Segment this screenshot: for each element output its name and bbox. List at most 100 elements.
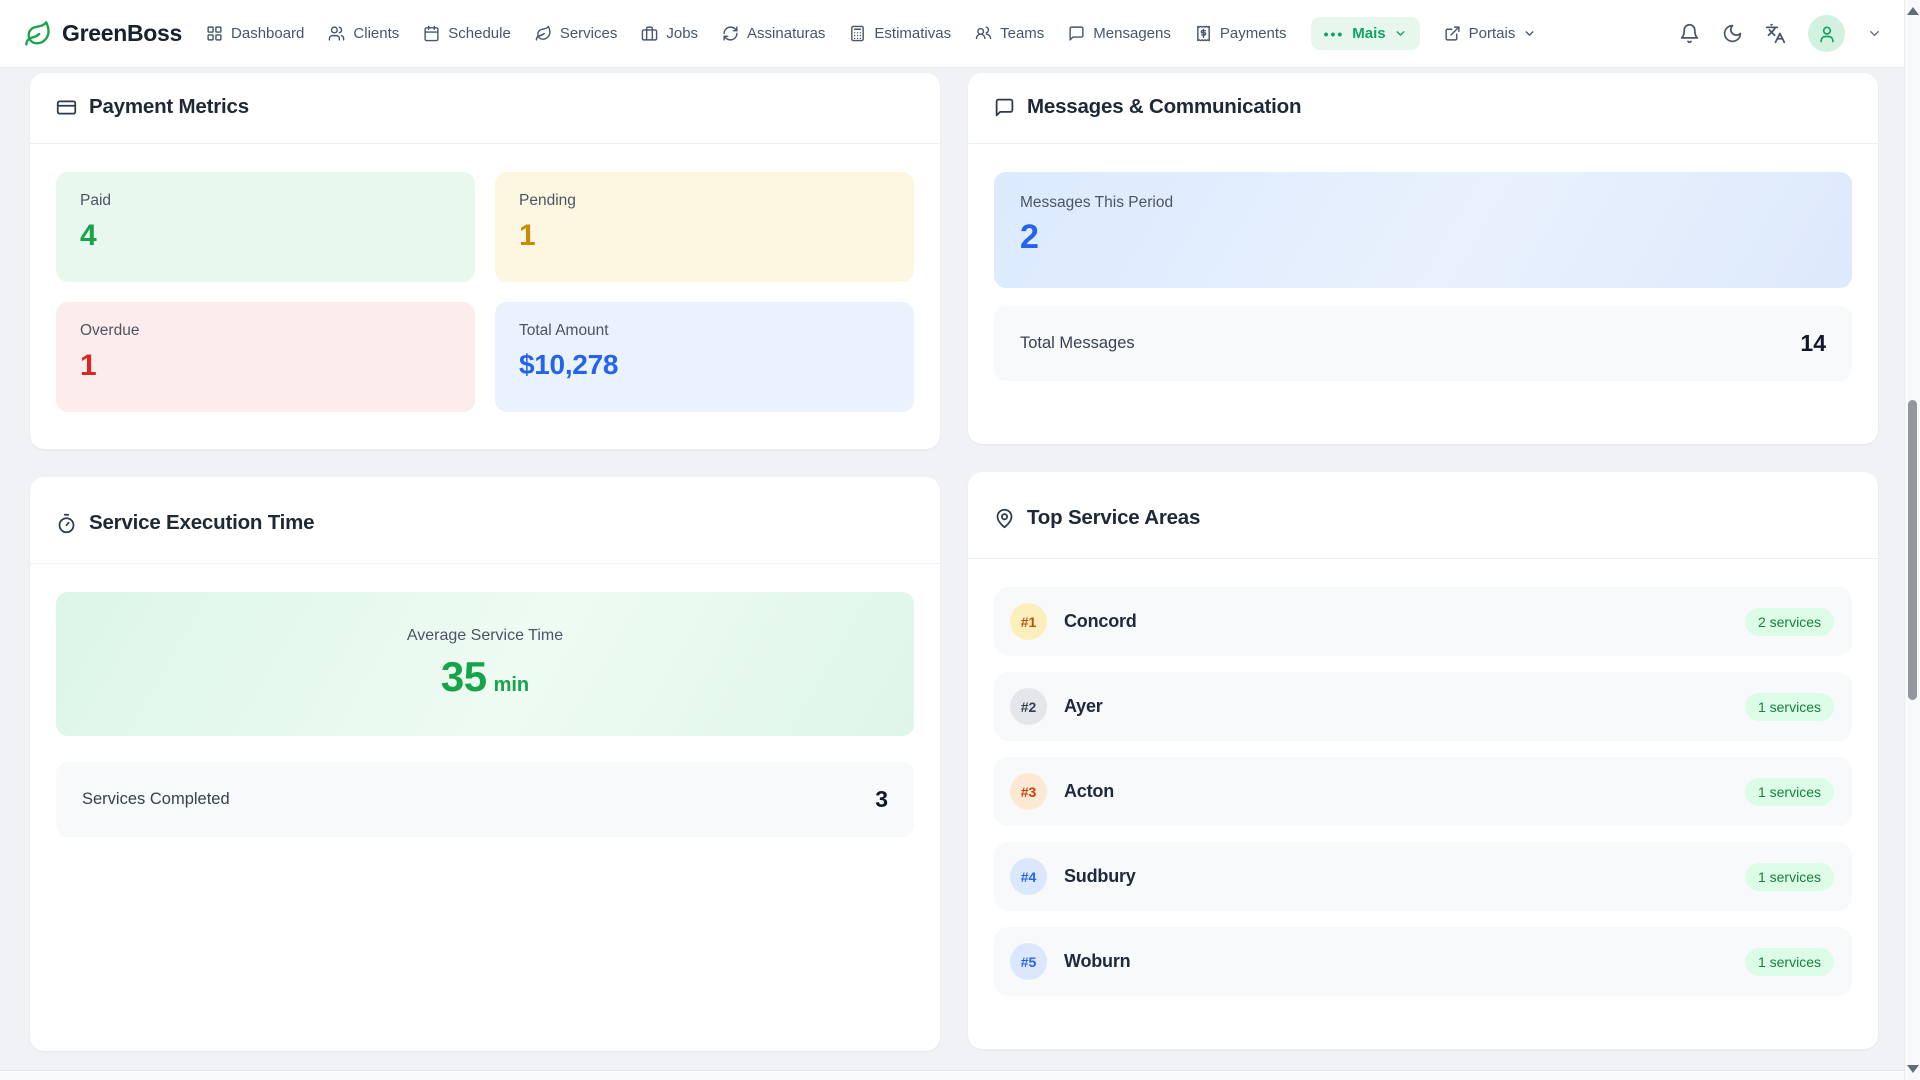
service-count-badge: 1 services <box>1744 862 1834 891</box>
service-time-header: Service Execution Time <box>30 477 940 564</box>
nav-item-assinaturas[interactable]: Assinaturas <box>722 25 825 42</box>
messages-this-period-box: Messages This Period 2 <box>994 172 1852 288</box>
card-title: Top Service Areas <box>1027 506 1201 529</box>
clients-icon <box>328 25 345 42</box>
service-count-badge: 2 services <box>1744 607 1834 636</box>
nav-item-clients[interactable]: Clients <box>328 25 399 42</box>
receipt-dollar-icon <box>1195 25 1212 42</box>
row-value: 3 <box>875 786 888 812</box>
highlight-value: 2 <box>1020 218 1039 256</box>
total-messages-row: Total Messages 14 <box>994 306 1852 381</box>
highlight-label: Messages This Period <box>1020 194 1174 211</box>
area-name: Acton <box>1064 781 1114 801</box>
language-translate-icon[interactable] <box>1765 23 1786 44</box>
service-count-badge: 1 services <box>1744 692 1834 721</box>
top-areas-header: Top Service Areas <box>968 472 1878 559</box>
message-icon <box>1068 25 1085 42</box>
scroll-up-arrow-icon[interactable] <box>1907 7 1919 15</box>
stat-value: 1 <box>519 219 536 252</box>
nav-portals-menu[interactable]: Portais <box>1444 25 1537 42</box>
leaf-icon <box>535 25 552 42</box>
refresh-icon <box>722 25 739 42</box>
service-execution-time-card: Service Execution Time Average Service T… <box>30 477 940 1051</box>
card-title: Service Execution Time <box>89 511 315 534</box>
map-pin-icon <box>994 508 1015 529</box>
calculator-icon <box>849 25 866 42</box>
top-service-areas-card: Top Service Areas #1 Concord 2 services … <box>968 472 1878 1049</box>
card-title: Messages & Communication <box>1027 95 1302 118</box>
highlight-value: 35 <box>440 653 487 700</box>
area-name: Ayer <box>1064 696 1103 716</box>
rank-badge: #3 <box>1010 773 1047 810</box>
vertical-scrollbar[interactable] <box>1904 0 1920 1080</box>
average-service-time-box: Average Service Time 35 min <box>56 592 914 736</box>
rank-badge: #4 <box>1010 858 1047 895</box>
top-navigation-bar: GreenBoss Dashboard Clients Schedule <box>0 0 1904 68</box>
nav-item-teams[interactable]: Teams <box>975 25 1044 42</box>
nav-item-mensagens[interactable]: Mensagens <box>1068 25 1171 42</box>
nav-more-menu[interactable]: ••• Mais <box>1310 17 1420 50</box>
stat-value: 1 <box>80 349 97 382</box>
timer-icon <box>56 513 77 534</box>
nav-label: Schedule <box>448 25 511 42</box>
highlight-unit: min <box>493 674 530 696</box>
nav-label: Assinaturas <box>747 25 826 42</box>
stat-label: Overdue <box>80 322 140 339</box>
nav-label: Dashboard <box>231 25 305 42</box>
nav-item-jobs[interactable]: Jobs <box>641 25 698 42</box>
stat-paid: Paid 4 <box>56 172 475 282</box>
nav-label: Services <box>559 25 618 42</box>
message-square-icon <box>994 97 1015 118</box>
external-link-icon <box>1444 25 1461 42</box>
scrollbar-thumb[interactable] <box>1908 400 1917 700</box>
service-area-row: #4 Sudbury 1 services <box>994 842 1852 911</box>
nav-label: Portais <box>1468 25 1516 42</box>
stat-label: Pending <box>519 192 576 209</box>
dashboard-content: Payment Metrics Paid 4 Pending 1 Ove <box>30 73 1878 1051</box>
nav-item-services[interactable]: Services <box>535 25 618 42</box>
user-avatar[interactable] <box>1808 15 1845 52</box>
chevron-down-icon <box>1523 27 1536 40</box>
calendar-icon <box>423 25 440 42</box>
users-icon <box>975 25 992 42</box>
nav-label: Mais <box>1352 25 1386 42</box>
stat-pending: Pending 1 <box>495 172 914 282</box>
area-name: Sudbury <box>1064 866 1136 886</box>
dashboard-icon <box>206 25 223 42</box>
rank-badge: #5 <box>1010 943 1047 980</box>
service-area-row: #1 Concord 2 services <box>994 587 1852 656</box>
nav-label: Mensagens <box>1093 25 1171 42</box>
row-label: Services Completed <box>82 790 230 808</box>
scroll-down-arrow-icon[interactable] <box>1907 1065 1919 1073</box>
service-area-row: #2 Ayer 1 services <box>994 672 1852 741</box>
nav-label: Payments <box>1219 25 1287 42</box>
notification-bell-icon[interactable] <box>1679 23 1700 44</box>
chevron-down-icon <box>1394 27 1407 40</box>
nav-label: Jobs <box>666 25 699 42</box>
next-section-top-edge <box>0 1070 1904 1080</box>
brand-logo[interactable]: GreenBoss <box>24 20 182 48</box>
stat-label: Paid <box>80 192 112 209</box>
nav-item-schedule[interactable]: Schedule <box>423 25 511 42</box>
nav-item-payments[interactable]: Payments <box>1195 25 1287 42</box>
service-count-badge: 1 services <box>1744 947 1834 976</box>
leaf-logo-icon <box>24 20 52 48</box>
area-name: Concord <box>1064 611 1137 631</box>
nav-item-estimativas[interactable]: Estimativas <box>849 25 951 42</box>
row-value: 14 <box>1800 330 1826 356</box>
rank-badge: #2 <box>1010 688 1047 725</box>
dark-mode-moon-icon[interactable] <box>1722 23 1743 44</box>
service-area-row: #5 Woburn 1 services <box>994 927 1852 996</box>
rank-badge: #1 <box>1010 603 1047 640</box>
stat-value: 4 <box>80 219 97 252</box>
account-chevron-down-icon[interactable] <box>1867 26 1882 41</box>
stat-value: $10,278 <box>519 349 619 380</box>
brand-name: GreenBoss <box>62 20 183 46</box>
payment-metrics-header: Payment Metrics <box>30 73 940 144</box>
nav-item-dashboard[interactable]: Dashboard <box>206 25 304 42</box>
area-name: Woburn <box>1064 951 1131 971</box>
stat-total-amount: Total Amount $10,278 <box>495 302 914 412</box>
nav-label: Estimativas <box>874 25 952 42</box>
credit-card-icon <box>56 97 77 118</box>
card-title: Payment Metrics <box>89 95 249 118</box>
